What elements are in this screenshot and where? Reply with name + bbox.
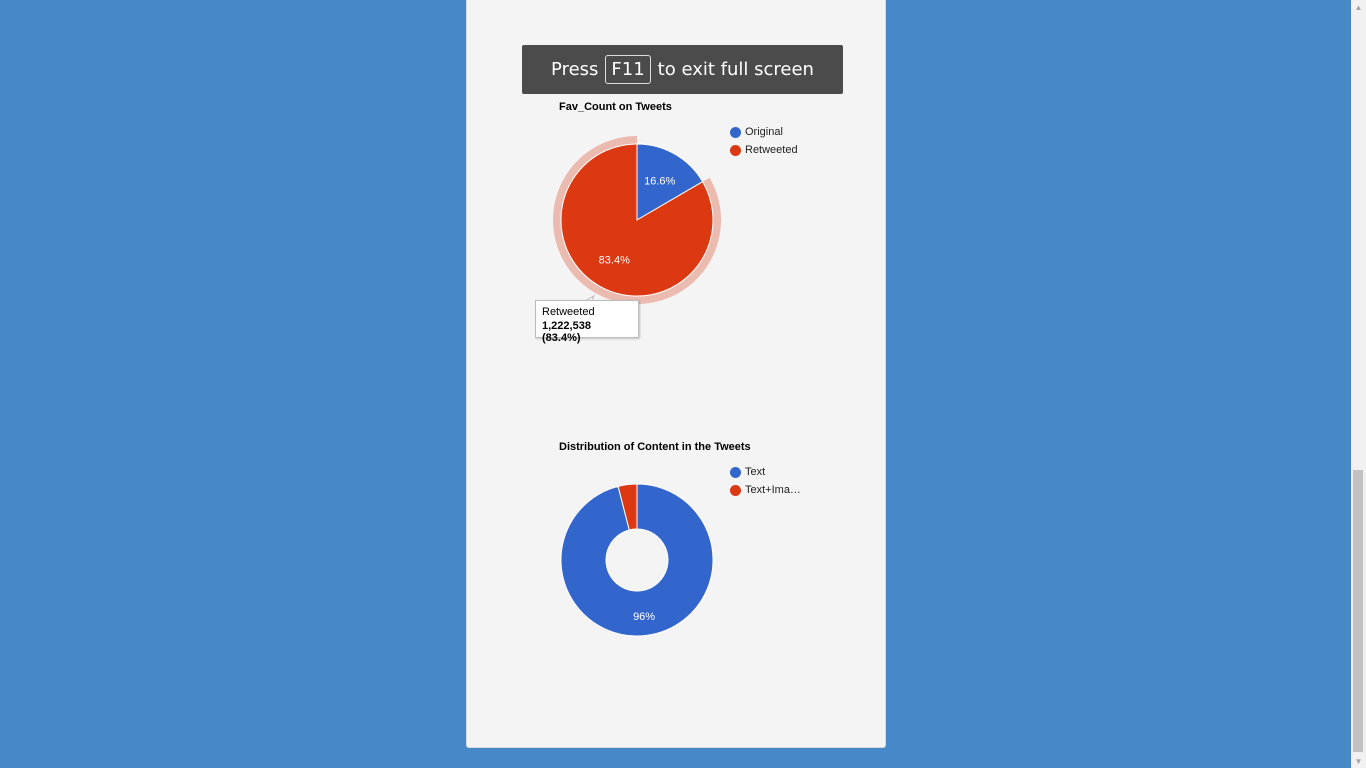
legend-item-text-image[interactable]: Text+Ima… xyxy=(730,481,801,499)
legend-swatch xyxy=(730,144,741,156)
legend-swatch xyxy=(730,484,741,496)
chart-title: Distribution of Content in the Tweets xyxy=(559,441,751,453)
legend-label: Original xyxy=(745,126,783,138)
scroll-down-arrow-icon[interactable]: ▼ xyxy=(1354,756,1363,766)
legend-item-text[interactable]: Text xyxy=(730,463,801,481)
dashboard-panel: Fav_Count on Tweets 16.6% 83.4% Original … xyxy=(466,0,886,748)
slice-percent-label: 16.6% xyxy=(644,175,675,187)
legend-item-original[interactable]: Original xyxy=(730,123,798,141)
slice-percent-label: 83.4% xyxy=(599,255,630,267)
scroll-up-arrow-icon[interactable]: ▲ xyxy=(1354,2,1363,12)
fav-count-pie[interactable]: 16.6% 83.4% xyxy=(467,101,885,351)
banner-prefix: Press xyxy=(551,59,599,80)
tooltip-label: Retweeted xyxy=(542,306,595,318)
chart-legend: Original Retweeted xyxy=(730,123,798,159)
f11-key: F11 xyxy=(605,55,651,84)
pie-slice-text-ima[interactable] xyxy=(617,483,638,531)
pie-slice-retweeted[interactable] xyxy=(560,143,714,297)
legend-label: Text xyxy=(745,466,766,478)
legend-label: Retweeted xyxy=(745,144,798,156)
content-distribution-donut[interactable]: 96% xyxy=(467,441,885,691)
tooltip-value: 1,222,538 (83.4%) xyxy=(542,320,591,344)
slice-percent-label: 96% xyxy=(633,611,655,623)
banner-suffix: to exit full screen xyxy=(657,59,814,80)
legend-label: Text+Ima… xyxy=(745,484,801,496)
legend-item-retweeted[interactable]: Retweeted xyxy=(730,141,798,159)
content-distribution-chart: Distribution of Content in the Tweets 96… xyxy=(467,441,885,691)
legend-swatch xyxy=(730,126,741,138)
fav-count-chart: Fav_Count on Tweets 16.6% 83.4% Original … xyxy=(467,101,885,351)
vertical-scrollbar[interactable]: ▲ ▼ xyxy=(1351,0,1366,768)
scrollbar-thumb[interactable] xyxy=(1353,470,1363,752)
fullscreen-exit-banner: Press F11 to exit full screen xyxy=(522,45,843,94)
chart-legend: Text Text+Ima… xyxy=(730,463,801,499)
chart-tooltip: Retweeted 1,222,538 (83.4%) xyxy=(535,300,639,344)
pie-slice-original[interactable] xyxy=(636,143,704,221)
legend-swatch xyxy=(730,466,741,478)
pie-slice-text[interactable] xyxy=(560,483,714,637)
chart-title: Fav_Count on Tweets xyxy=(559,101,672,113)
